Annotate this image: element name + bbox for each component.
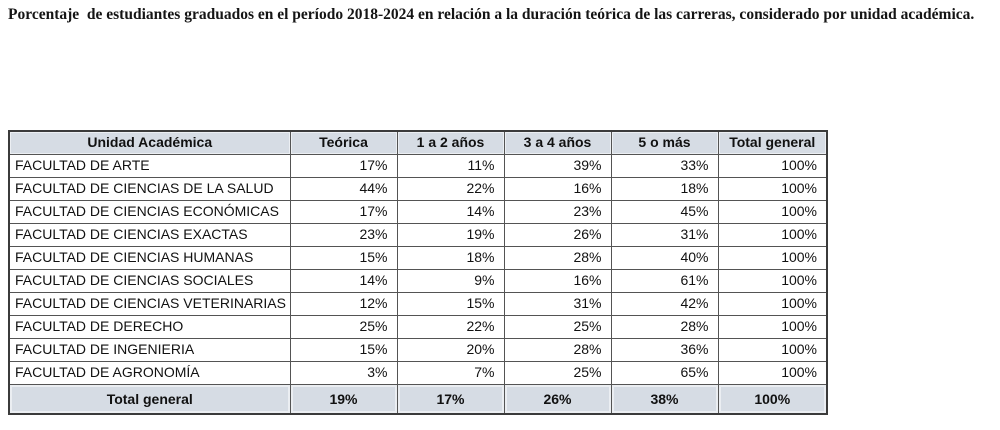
- percentage-cell: 11%: [396, 153, 505, 178]
- percentage-cell: 100%: [717, 153, 828, 178]
- percentage-cell: 100%: [717, 222, 828, 247]
- table-row: FACULTAD DE INGENIERIA 15% 20% 28% 36% 100%: [8, 337, 828, 362]
- percentage-cell: 14%: [289, 268, 398, 293]
- header-row: Unidad Académica Teórica 1 a 2 años 3 a …: [8, 130, 828, 155]
- total-cell: 100%: [717, 383, 828, 415]
- percentage-cell: 61%: [610, 268, 719, 293]
- total-cell: 19%: [289, 383, 398, 415]
- total-row-label: Total general: [8, 383, 291, 415]
- percentage-cell: 36%: [610, 337, 719, 362]
- percentage-cell: 100%: [717, 245, 828, 270]
- percentage-cell: 9%: [396, 268, 505, 293]
- table-row: FACULTAD DE DERECHO 25% 22% 25% 28% 100%: [8, 314, 828, 339]
- percentage-cell: 3%: [289, 360, 398, 385]
- column-header-unidad: Unidad Académica: [8, 130, 291, 155]
- table-row: FACULTAD DE AGRONOMÍA 3% 7% 25% 65% 100%: [8, 360, 828, 385]
- percentage-cell: 22%: [396, 176, 505, 201]
- percentage-cell: 25%: [503, 314, 612, 339]
- percentage-cell: 39%: [503, 153, 612, 178]
- percentage-cell: 31%: [503, 291, 612, 316]
- table-body: FACULTAD DE ARTE 17% 11% 39% 33% 100% FACULTAD…: [8, 153, 828, 385]
- table-row: FACULTAD DE CIENCIAS VETERINARIAS 12% 15% 3…: [8, 291, 828, 316]
- percentage-cell: 28%: [610, 314, 719, 339]
- table-row: FACULTAD DE CIENCIAS SOCIALES 14% 9% 16% 61%…: [8, 268, 828, 293]
- column-header-1a2: 1 a 2 años: [396, 130, 505, 155]
- table-row: FACULTAD DE ARTE 17% 11% 39% 33% 100%: [8, 153, 828, 178]
- percentage-cell: 31%: [610, 222, 719, 247]
- document-title: Porcentaje de estudiantes graduados en e…: [8, 6, 975, 23]
- total-cell: 38%: [610, 383, 719, 415]
- percentage-cell: 25%: [503, 360, 612, 385]
- faculty-name-cell: FACULTAD DE CIENCIAS EXACTAS: [8, 222, 291, 247]
- percentage-cell: 100%: [717, 199, 828, 224]
- column-header-5omas: 5 o más: [610, 130, 719, 155]
- percentage-cell: 100%: [717, 291, 828, 316]
- percentage-cell: 100%: [717, 268, 828, 293]
- column-header-total: Total general: [717, 130, 828, 155]
- percentage-cell: 28%: [503, 245, 612, 270]
- column-header-3a4: 3 a 4 años: [503, 130, 612, 155]
- total-row: Total general 19% 17% 26% 38% 100%: [8, 383, 828, 415]
- percentage-cell: 17%: [289, 153, 398, 178]
- percentage-cell: 16%: [503, 176, 612, 201]
- total-cell: 26%: [503, 383, 612, 415]
- percentage-cell: 100%: [717, 176, 828, 201]
- table-row: FACULTAD DE CIENCIAS ECONÓMICAS 17% 14% 23%…: [8, 199, 828, 224]
- faculty-name-cell: FACULTAD DE CIENCIAS SOCIALES: [8, 268, 291, 293]
- faculty-name-cell: FACULTAD DE ARTE: [8, 153, 291, 178]
- faculty-name-cell: FACULTAD DE CIENCIAS VETERINARIAS: [8, 291, 291, 316]
- percentage-cell: 15%: [289, 337, 398, 362]
- column-header-teorica: Teórica: [289, 130, 398, 155]
- percentage-cell: 26%: [503, 222, 612, 247]
- table-row: FACULTAD DE CIENCIAS HUMANAS 15% 18% 28% 40%…: [8, 245, 828, 270]
- percentage-cell: 100%: [717, 314, 828, 339]
- percentage-cell: 28%: [503, 337, 612, 362]
- faculty-name-cell: FACULTAD DE AGRONOMÍA: [8, 360, 291, 385]
- table-row: FACULTAD DE CIENCIAS EXACTAS 23% 19% 26% 31%…: [8, 222, 828, 247]
- percentage-cell: 15%: [396, 291, 505, 316]
- percentage-cell: 14%: [396, 199, 505, 224]
- percentage-cell: 33%: [610, 153, 719, 178]
- percentage-cell: 65%: [610, 360, 719, 385]
- faculty-name-cell: FACULTAD DE DERECHO: [8, 314, 291, 339]
- percentage-cell: 18%: [396, 245, 505, 270]
- percentage-cell: 15%: [289, 245, 398, 270]
- total-cell: 17%: [396, 383, 505, 415]
- faculty-name-cell: FACULTAD DE INGENIERIA: [8, 337, 291, 362]
- percentage-cell: 22%: [396, 314, 505, 339]
- percentage-cell: 19%: [396, 222, 505, 247]
- percentage-cell: 42%: [610, 291, 719, 316]
- table-row: FACULTAD DE CIENCIAS DE LA SALUD 44% 22% 16…: [8, 176, 828, 201]
- percentage-cell: 17%: [289, 199, 398, 224]
- percentage-cell: 7%: [396, 360, 505, 385]
- percentage-cell: 100%: [717, 337, 828, 362]
- percentage-cell: 100%: [717, 360, 828, 385]
- percentage-cell: 16%: [503, 268, 612, 293]
- percentage-cell: 45%: [610, 199, 719, 224]
- percentage-cell: 40%: [610, 245, 719, 270]
- faculty-name-cell: FACULTAD DE CIENCIAS HUMANAS: [8, 245, 291, 270]
- percentage-cell: 20%: [396, 337, 505, 362]
- graduates-table: Unidad Académica Teórica 1 a 2 años 3 a …: [8, 130, 828, 415]
- percentage-cell: 12%: [289, 291, 398, 316]
- faculty-name-cell: FACULTAD DE CIENCIAS DE LA SALUD: [8, 176, 291, 201]
- percentage-cell: 23%: [503, 199, 612, 224]
- percentage-cell: 23%: [289, 222, 398, 247]
- faculty-name-cell: FACULTAD DE CIENCIAS ECONÓMICAS: [8, 199, 291, 224]
- percentage-cell: 18%: [610, 176, 719, 201]
- percentage-cell: 25%: [289, 314, 398, 339]
- percentage-cell: 44%: [289, 176, 398, 201]
